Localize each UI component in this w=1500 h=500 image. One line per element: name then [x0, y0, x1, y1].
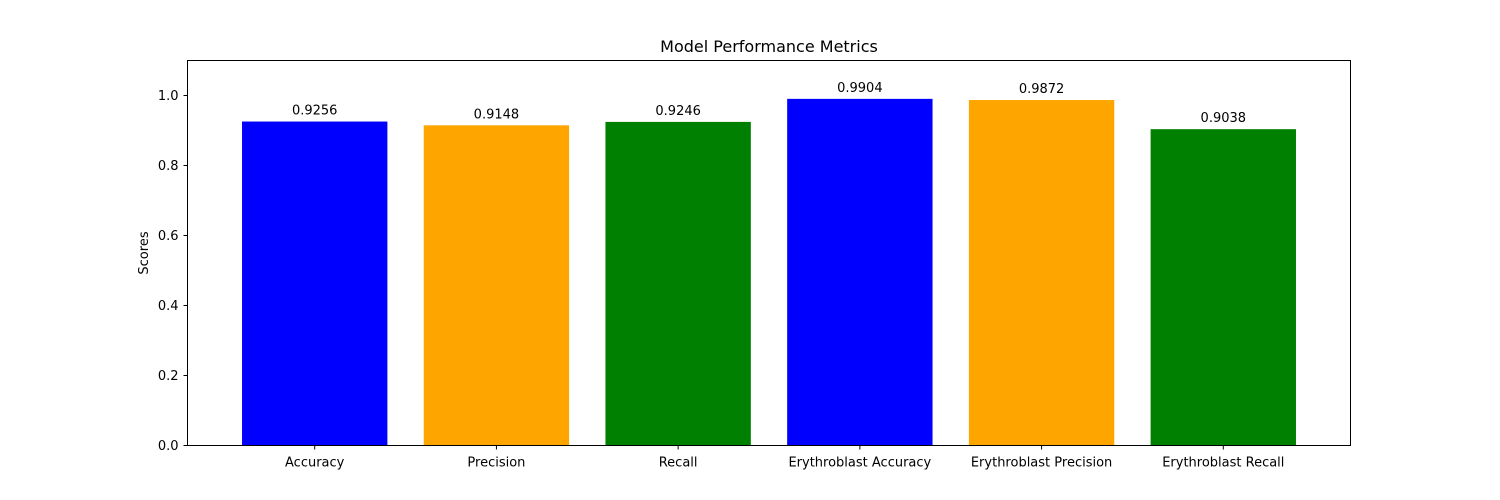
bar-3	[787, 98, 933, 446]
value-label-2: 0.9246	[655, 104, 701, 119]
x-tick-label-2: Recall	[659, 456, 698, 471]
chart-title: Model Performance Metrics	[660, 37, 878, 56]
value-label-4: 0.9872	[1019, 82, 1065, 97]
value-labels-group: 0.9256 0.9148 0.9246 0.9904 0.9872 0.9038	[292, 81, 1246, 126]
y-tick-label-5: 1.0	[158, 89, 179, 104]
y-tick-label-3: 0.6	[158, 229, 179, 244]
x-tick-label-1: Precision	[467, 456, 525, 471]
bar-1	[423, 125, 570, 446]
bar-2	[605, 121, 751, 446]
x-axis: Accuracy Precision Recall Erythroblast Accu…	[285, 445, 1284, 471]
value-label-5: 0.9038	[1201, 111, 1247, 126]
bar-4	[968, 99, 1115, 446]
y-tick-label-1: 0.2	[158, 369, 179, 384]
y-axis: 0.0 0.2 0.4 0.6 0.8 1.0	[158, 89, 188, 454]
x-tick-label-4: Erythroblast Precision	[971, 456, 1112, 471]
bar-0	[242, 121, 388, 446]
x-tick-label-0: Accuracy	[285, 456, 345, 471]
y-tick-label-0: 0.0	[158, 439, 179, 454]
y-tick-label-2: 0.4	[158, 299, 179, 314]
value-label-1: 0.9148	[474, 107, 520, 122]
y-axis-label: Scores	[137, 231, 152, 274]
value-label-3: 0.9904	[837, 81, 883, 96]
x-tick-label-5: Erythroblast Recall	[1162, 456, 1284, 471]
x-tick-label-3: Erythroblast Accuracy	[788, 456, 931, 471]
y-tick-label-4: 0.8	[158, 159, 179, 174]
bar-5	[1150, 129, 1296, 446]
bars-group	[242, 98, 1296, 446]
plot-frame	[187, 60, 1351, 446]
value-label-0: 0.9256	[292, 104, 338, 119]
